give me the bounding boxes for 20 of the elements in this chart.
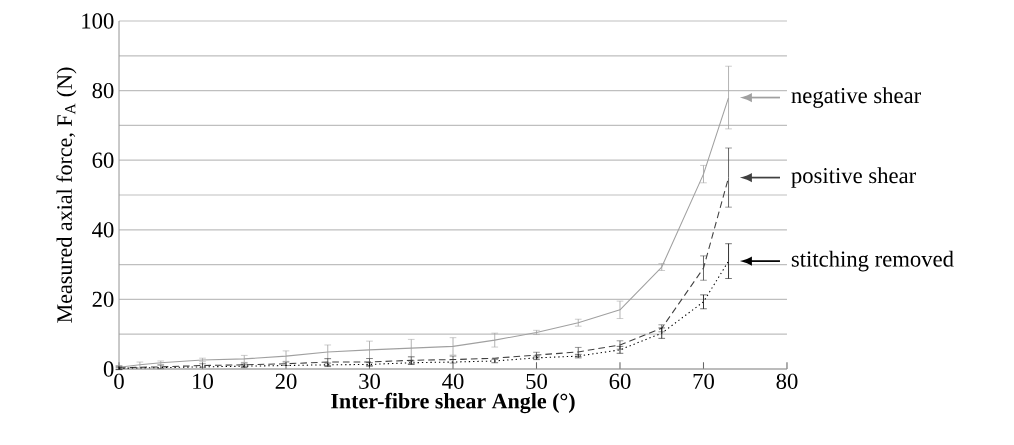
- x-tick-label: 50: [526, 373, 547, 389]
- y-tick-label: 100: [82, 13, 114, 29]
- y-tick-label: 60: [92, 152, 114, 168]
- y-tick-label: 80: [92, 82, 114, 99]
- x-tick-label: 20: [275, 373, 297, 389]
- x-tick-label: 10: [193, 373, 213, 389]
- x-tick-label: 40: [442, 373, 464, 389]
- y-axis-title: Measured axial force, F$_{A}$ (N): [56, 67, 77, 323]
- y-tick-label: 40: [92, 222, 114, 238]
- x-axis-title: Inter-fibre shear Angle (°): [331, 392, 575, 414]
- x-tick-label: 30: [359, 373, 380, 389]
- y-tick-label: 20: [92, 291, 114, 308]
- x-tick-label: 70: [693, 373, 714, 389]
- x-tick-label: 60: [609, 373, 631, 389]
- legend-label: positive shear: [791, 167, 916, 188]
- y-tick-label: 0: [103, 361, 114, 377]
- legend-label: negative shear: [791, 87, 921, 108]
- x-tick-label: 0: [114, 373, 124, 389]
- legend-label: stitching removed: [791, 250, 954, 272]
- x-tick-label: 80: [776, 373, 798, 389]
